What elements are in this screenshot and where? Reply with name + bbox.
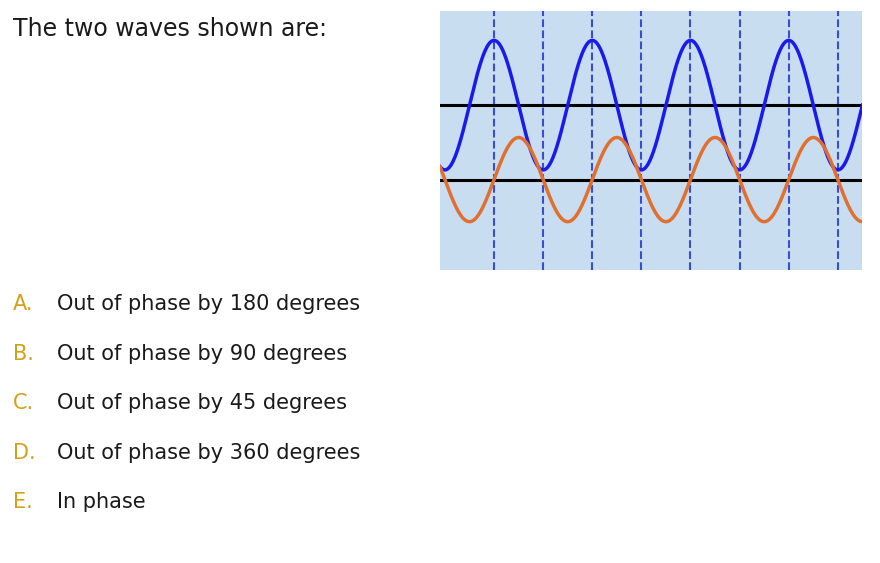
- Text: C.: C.: [13, 393, 34, 413]
- Text: Out of phase by 360 degrees: Out of phase by 360 degrees: [57, 443, 361, 463]
- Text: The two waves shown are:: The two waves shown are:: [13, 17, 327, 41]
- Text: Out of phase by 45 degrees: Out of phase by 45 degrees: [57, 393, 348, 413]
- Text: Out of phase by 180 degrees: Out of phase by 180 degrees: [57, 294, 360, 314]
- Text: D.: D.: [13, 443, 36, 463]
- Text: E.: E.: [13, 492, 33, 512]
- Text: A.: A.: [13, 294, 33, 314]
- Text: Out of phase by 90 degrees: Out of phase by 90 degrees: [57, 343, 348, 364]
- Text: B.: B.: [13, 343, 34, 364]
- Text: In phase: In phase: [57, 492, 146, 512]
